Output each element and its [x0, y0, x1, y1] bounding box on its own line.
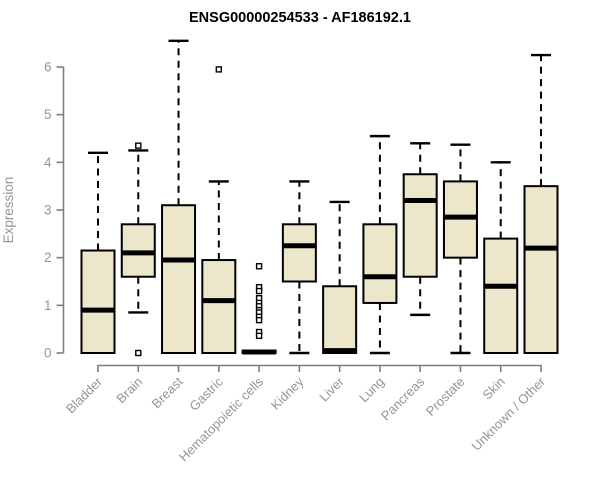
box-breast: [161, 39, 197, 354]
iqr-box: [402, 173, 438, 278]
outlier-point: [255, 287, 263, 295]
boxes-layer: [80, 39, 559, 357]
outlier-point: [215, 66, 223, 73]
box-liver: [322, 200, 358, 354]
y-tick-label: 4: [44, 155, 52, 170]
x-category-label: Lung: [356, 374, 387, 405]
outlier-point: [255, 316, 263, 324]
box-brain: [120, 142, 156, 357]
y-tick-label: 0: [44, 346, 52, 361]
x-category-label: Unknown / Other: [469, 374, 549, 454]
outlier-point: [255, 263, 263, 270]
box-skin: [483, 161, 519, 355]
x-category-label: Bladder: [63, 374, 106, 417]
box-hematopoietic-cells: [241, 263, 277, 355]
y-tick-label: 5: [44, 107, 52, 122]
y-axis-label: Expression: [1, 177, 16, 244]
iqr-box: [201, 259, 237, 354]
x-category-label: Pancreas: [378, 374, 428, 424]
y-tick-label: 3: [44, 203, 52, 218]
box-kidney: [281, 180, 317, 355]
outlier-point: [135, 142, 142, 149]
iqr-box: [483, 237, 519, 355]
outlier-point: [135, 349, 142, 357]
iqr-box: [523, 185, 559, 354]
iqr-box: [322, 285, 358, 354]
x-category-label: Breast: [148, 374, 185, 411]
y-tick-label: 2: [44, 250, 52, 265]
iqr-box: [161, 204, 197, 354]
box-bladder: [80, 151, 116, 354]
box-pancreas: [402, 142, 438, 317]
iqr-box: [362, 223, 398, 304]
box-gastric: [201, 66, 237, 354]
y-tick-label: 1: [44, 298, 52, 313]
iqr-box: [281, 223, 317, 283]
chart-title: ENSG00000254533 - AF186192.1: [189, 10, 411, 26]
x-category-label: Liver: [316, 374, 347, 405]
x-category-label: Kidney: [268, 374, 307, 413]
box-prostate: [442, 143, 478, 355]
y-tick-label: 6: [44, 60, 52, 75]
x-category-label: Gastric: [186, 374, 226, 414]
x-category-label: Prostate: [423, 374, 468, 419]
x-category-label: Brain: [113, 374, 145, 406]
iqr-box: [80, 249, 116, 354]
x-category-label: Skin: [479, 374, 507, 402]
outlier-point: [255, 332, 263, 340]
box-unknown-other: [523, 53, 559, 354]
box-lung: [362, 134, 398, 355]
